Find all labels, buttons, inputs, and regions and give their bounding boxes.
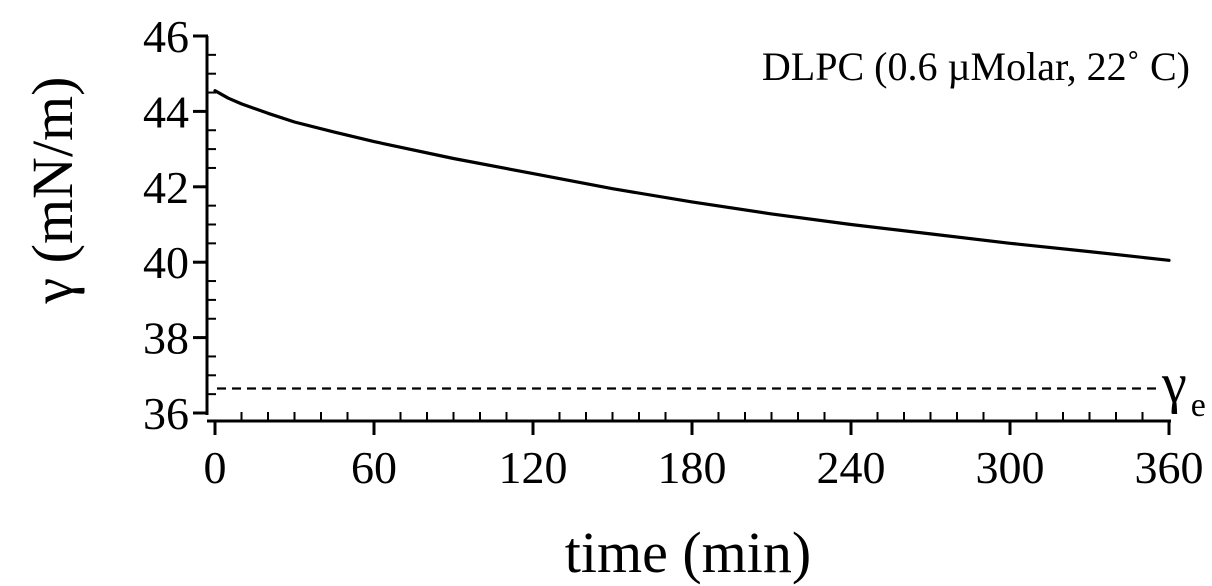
chart-annotation: DLPC (0.6 µMolar, 22˚ C) xyxy=(762,44,1190,89)
y-tick-label: 40 xyxy=(143,237,189,288)
x-axis-title: time (min) xyxy=(565,520,811,585)
x-tick-label: 300 xyxy=(976,442,1045,493)
plot-layer xyxy=(213,89,1171,390)
y-axis-title: γ (mN/m) xyxy=(20,77,85,305)
x-tick-label: 360 xyxy=(1135,442,1204,493)
x-tick-label: 180 xyxy=(658,442,727,493)
series-line-0 xyxy=(213,89,1171,262)
reference-line-symbol: γ xyxy=(1161,353,1187,415)
x-tick-label: 0 xyxy=(204,442,227,493)
reference-line-subscript: e xyxy=(1191,387,1206,424)
y-tick-label: 44 xyxy=(143,86,189,137)
axes-layer: 36 38 40 42 44 46 0 60 120 180 240 300 360 xyxy=(143,11,1204,493)
y-tick-label: 36 xyxy=(143,388,189,439)
x-tick-label: 120 xyxy=(499,442,568,493)
x-tick-label: 60 xyxy=(351,442,397,493)
y-tick-label: 38 xyxy=(143,313,189,364)
y-tick-label: 42 xyxy=(143,162,189,213)
y-tick-label: 46 xyxy=(143,11,189,62)
x-tick-label: 240 xyxy=(817,442,886,493)
reference-line-label: γ e xyxy=(1161,353,1206,424)
